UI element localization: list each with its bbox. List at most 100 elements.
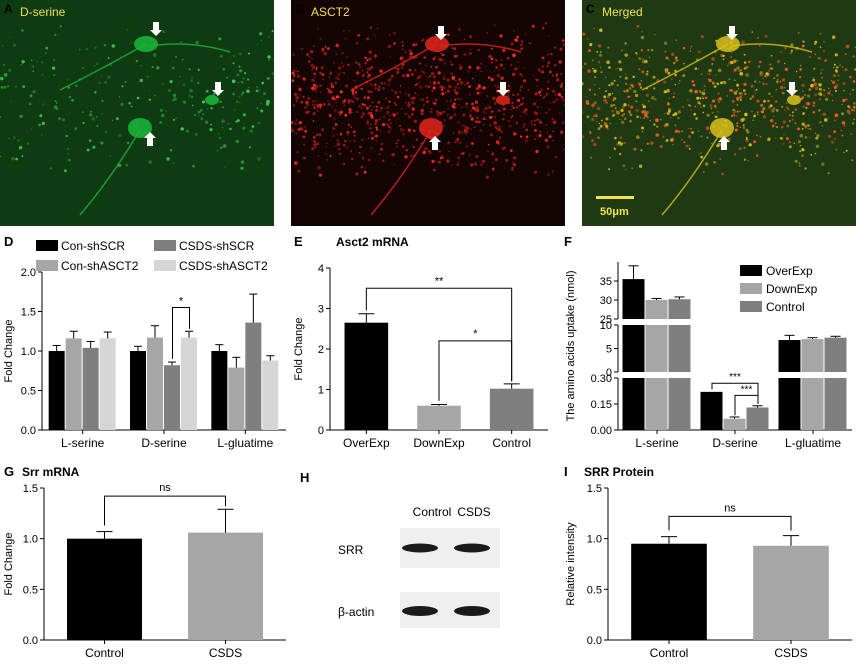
fluorescence-speck bbox=[734, 128, 738, 132]
fluorescence-speck bbox=[307, 96, 311, 100]
fluorescence-speck bbox=[373, 122, 377, 126]
significance-bracket bbox=[438, 340, 513, 401]
fluorescence-speck bbox=[759, 71, 763, 75]
fluorescence-speck bbox=[833, 63, 836, 66]
fluorescence-speck bbox=[562, 99, 565, 102]
fluorescence-speck bbox=[819, 93, 823, 96]
fluorescence-speck bbox=[606, 60, 610, 64]
bar-downexp bbox=[801, 339, 824, 372]
fluorescence-speck bbox=[315, 90, 318, 93]
fluorescence-speck bbox=[343, 30, 345, 32]
fluorescence-speck bbox=[411, 106, 415, 110]
fluorescence-speck bbox=[463, 52, 467, 57]
fluorescence-speck bbox=[430, 72, 434, 75]
fluorescence-speck bbox=[597, 44, 602, 48]
fluorescence-speck bbox=[240, 93, 243, 96]
fluorescence-speck bbox=[745, 138, 748, 141]
fluorescence-speck bbox=[374, 119, 379, 123]
fluorescence-speck bbox=[524, 140, 526, 143]
fluorescence-speck bbox=[399, 57, 403, 60]
fluorescence-speck bbox=[397, 139, 400, 142]
fluorescence-speck bbox=[335, 43, 339, 48]
fluorescence-speck bbox=[421, 38, 425, 41]
fluorescence-speck bbox=[361, 112, 366, 116]
fluorescence-speck bbox=[545, 123, 548, 126]
fluorescence-speck bbox=[613, 147, 617, 150]
fluorescence-speck bbox=[315, 66, 318, 70]
fluorescence-speck bbox=[784, 87, 786, 89]
fluorescence-speck bbox=[355, 61, 358, 64]
fluorescence-speck bbox=[309, 49, 314, 54]
fluorescence-speck bbox=[648, 100, 650, 103]
fluorescence-speck bbox=[444, 119, 446, 121]
fluorescence-speck bbox=[748, 60, 751, 64]
fluorescence-speck bbox=[382, 87, 385, 90]
fluorescence-speck bbox=[226, 76, 229, 79]
fluorescence-speck bbox=[305, 106, 308, 109]
fluorescence-speck bbox=[497, 125, 502, 129]
fluorescence-speck bbox=[461, 124, 464, 127]
fluorescence-speck bbox=[320, 68, 322, 71]
fluorescence-speck bbox=[401, 41, 404, 44]
fluorescence-speck bbox=[513, 30, 515, 32]
fluorescence-speck bbox=[440, 53, 443, 55]
fluorescence-speck bbox=[820, 58, 822, 60]
fluorescence-speck bbox=[404, 51, 407, 54]
x-tick-label: OverExp bbox=[343, 436, 390, 450]
fluorescence-speck bbox=[487, 143, 490, 146]
fluorescence-speck bbox=[513, 156, 517, 160]
fluorescence-speck bbox=[475, 154, 479, 159]
fluorescence-speck bbox=[431, 89, 434, 93]
fluorescence-speck bbox=[645, 111, 649, 114]
fluorescence-speck bbox=[593, 101, 597, 105]
fluorescence-speck bbox=[681, 138, 683, 141]
fluorescence-speck bbox=[790, 43, 794, 47]
fluorescence-speck bbox=[393, 42, 396, 45]
fluorescence-speck bbox=[609, 156, 611, 159]
fluorescence-speck bbox=[802, 112, 805, 115]
fluorescence-speck bbox=[321, 128, 324, 132]
fluorescence-speck bbox=[641, 103, 644, 106]
fluorescence-speck bbox=[708, 131, 711, 134]
fluorescence-speck bbox=[522, 101, 525, 105]
fluorescence-speck bbox=[757, 65, 761, 68]
fluorescence-speck bbox=[419, 98, 422, 101]
fluorescence-speck bbox=[38, 123, 41, 127]
fluorescence-speck bbox=[458, 63, 461, 66]
fluorescence-speck bbox=[297, 86, 299, 88]
bar-csds-shscr bbox=[82, 347, 99, 430]
fluorescence-speck bbox=[511, 101, 514, 104]
fluorescence-speck bbox=[674, 83, 676, 86]
fluorescence-speck bbox=[179, 75, 181, 78]
fluorescence-speck bbox=[747, 160, 749, 162]
channel-label-b: ASCT2 bbox=[311, 5, 350, 19]
fluorescence-speck bbox=[404, 155, 408, 159]
fluorescence-speck bbox=[8, 137, 10, 139]
fluorescence-speck bbox=[366, 71, 369, 73]
fluorescence-speck bbox=[519, 72, 522, 75]
fluorescence-speck bbox=[469, 93, 472, 96]
fluorescence-speck bbox=[376, 27, 379, 30]
fluorescence-speck bbox=[411, 73, 414, 76]
fluorescence-speck bbox=[260, 39, 262, 41]
fluorescence-speck bbox=[824, 118, 828, 122]
fluorescence-speck bbox=[128, 101, 131, 105]
fluorescence-speck bbox=[463, 38, 466, 41]
fluorescence-speck bbox=[547, 61, 551, 65]
fluorescence-speck bbox=[9, 36, 11, 38]
fluorescence-speck bbox=[298, 121, 302, 125]
cell-process bbox=[641, 43, 813, 216]
y-tick-label: 0.5 bbox=[587, 584, 602, 596]
fluorescence-speck bbox=[810, 153, 813, 156]
fluorescence-speck bbox=[375, 128, 379, 131]
fluorescence-speck bbox=[318, 133, 322, 137]
fluorescence-speck bbox=[635, 100, 638, 103]
fluorescence-speck bbox=[624, 42, 627, 45]
fluorescence-speck bbox=[594, 113, 598, 118]
fluorescence-speck bbox=[482, 159, 485, 163]
fluorescence-speck bbox=[261, 81, 265, 85]
fluorescence-speck bbox=[59, 25, 62, 28]
fluorescence-speck bbox=[192, 164, 195, 168]
fluorescence-speck bbox=[251, 125, 255, 128]
fluorescence-speck bbox=[782, 120, 786, 124]
